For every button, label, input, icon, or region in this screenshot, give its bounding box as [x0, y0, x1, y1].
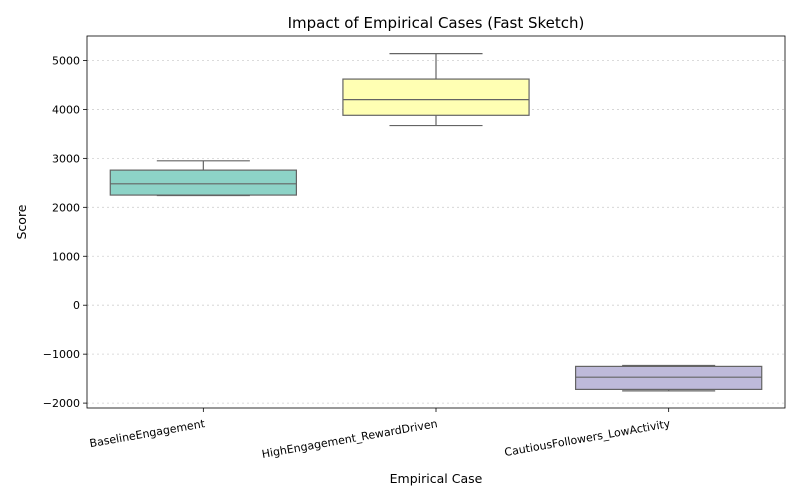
y-axis-title: Score	[14, 204, 29, 239]
box-group	[574, 364, 763, 392]
y-tick-label: 5000	[52, 54, 80, 67]
y-tick-label: 0	[73, 299, 80, 312]
box-group	[342, 53, 530, 127]
y-tick-label: 3000	[52, 152, 80, 165]
x-tick-label: BaselineEngagement	[89, 417, 207, 450]
y-tick-label: −1000	[43, 348, 80, 361]
box-iqr	[574, 365, 763, 391]
chart-title: Impact of Empirical Cases (Fast Sketch)	[288, 14, 585, 32]
y-tick-label: 1000	[52, 250, 80, 263]
x-axis-title: Empirical Case	[390, 471, 483, 486]
gridlines	[87, 60, 785, 404]
boxes	[109, 53, 763, 392]
y-axis-ticks: −2000 −1000 0 1000 2000 3000 4000 5000	[43, 54, 87, 410]
box-group	[109, 160, 298, 197]
y-tick-label: 4000	[52, 103, 80, 116]
x-tick-label: HighEngagement_RewardDriven	[261, 417, 439, 461]
y-tick-label: 2000	[52, 201, 80, 214]
box-iqr	[342, 78, 530, 116]
box-iqr	[109, 169, 298, 196]
x-axis-ticks: BaselineEngagement HighEngagement_RewardD…	[89, 408, 672, 461]
x-tick-label: CautiousFollowers_LowActivity	[503, 417, 671, 459]
y-tick-label: −2000	[43, 397, 80, 410]
